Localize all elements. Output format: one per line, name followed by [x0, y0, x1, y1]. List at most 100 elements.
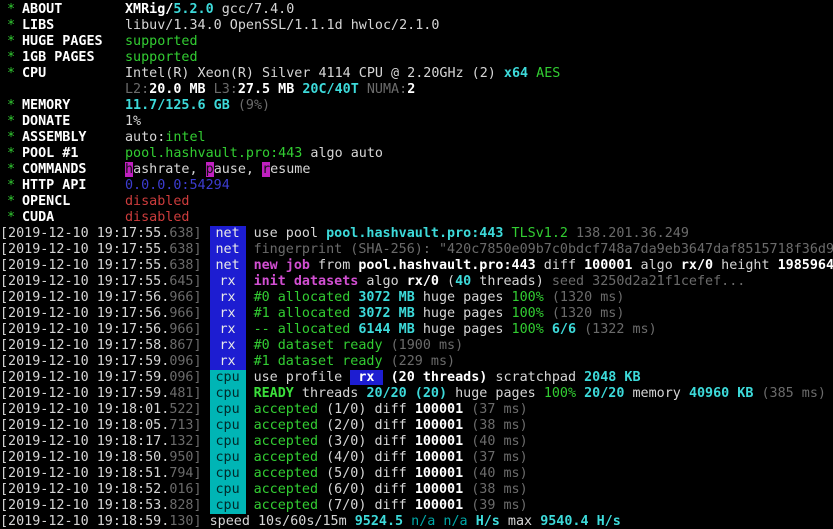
config-bullet: * — [7, 162, 16, 177]
log-line: [2019-12-10 19:17:59.481] cpu READY thread… — [0, 386, 833, 402]
log-message-span: huge pages — [414, 322, 504, 337]
log-timestamp-main: [2019-12-10 19:17:55. — [0, 242, 170, 257]
log-timestamp-ms: 522] — [169, 402, 202, 417]
config-value-span — [528, 66, 536, 81]
log-line: [2019-12-10 19:18:52.016] cpu accepted (6/… — [0, 482, 833, 498]
log-message-span: memory — [624, 386, 689, 401]
config-value-span: h — [125, 162, 134, 177]
log-area: [2019-12-10 19:17:55.638] net use pool poo… — [0, 226, 833, 529]
log-message-span: 3072 MB — [350, 290, 415, 305]
log-line: [2019-12-10 19:17:55.638] net new job from… — [0, 258, 833, 274]
log-tag-badge-cpu: cpu — [209, 402, 246, 418]
log-message-span: 100001 — [584, 258, 633, 273]
config-value-span: 5.2.0 — [173, 2, 214, 17]
log-tag-badge-net: net — [209, 258, 246, 274]
config-value-span: XMRig/ — [125, 2, 174, 17]
log-line: [2019-12-10 19:17:55.638] net use pool poo… — [0, 226, 833, 242]
config-label: ASSEMBLY — [22, 130, 87, 145]
log-line: [2019-12-10 19:17:56.966] rx #1 allocated … — [0, 306, 833, 322]
log-message-span: speed 10s/60s/15m — [201, 514, 355, 529]
log-message-span: pool.hashvault.pro:443 — [358, 258, 536, 273]
log-timestamp-main: [2019-12-10 19:17:56. — [0, 322, 170, 337]
log-timestamp-ms: 950] — [169, 450, 202, 465]
log-timestamp-main: [2019-12-10 19:17:55. — [0, 226, 170, 241]
config-bullet: * — [7, 18, 16, 33]
log-timestamp: [2019-12-10 19:17:56.966] — [0, 322, 202, 337]
log-tag-badge-cpu: cpu — [209, 434, 246, 450]
log-message-span: accepted — [253, 418, 319, 433]
log-timestamp-ms: 966] — [169, 306, 202, 321]
log-message-span: 20/20 (20) — [366, 386, 448, 401]
log-tag-badge-cpu: cpu — [209, 498, 246, 514]
log-message-span: 100% — [543, 386, 577, 401]
log-timestamp: [2019-12-10 19:17:58.867] — [0, 338, 202, 353]
log-message-span: 100% — [503, 322, 544, 337]
config-value-span: Intel(R) Xeon(R) Silver 4114 CPU @ 2.20G… — [125, 66, 504, 81]
log-timestamp: [2019-12-10 19:18:59.130] — [0, 514, 202, 529]
log-message-span: 100001 — [414, 434, 464, 449]
config-value-span: esume — [270, 162, 311, 177]
config-row: * OPENCL disabled — [0, 194, 833, 210]
log-message-span: 2048 KB — [584, 370, 641, 385]
log-message-span: scratchpad — [487, 370, 585, 385]
log-timestamp-main: [2019-12-10 19:18:51. — [0, 466, 170, 481]
config-bullet: * — [7, 34, 16, 49]
config-label: OPENCL — [22, 194, 71, 209]
config-value-span: AES — [536, 66, 561, 81]
log-timestamp-main: [2019-12-10 19:18:50. — [0, 450, 170, 465]
log-message-span: 100001 — [414, 498, 464, 513]
log-timestamp-ms: 096] — [169, 370, 202, 385]
config-value-span: 0.0.0.0:54294 — [125, 178, 230, 193]
log-timestamp: [2019-12-10 19:17:59.096] — [0, 370, 202, 385]
config-row: * ABOUT XMRig/5.2.0 gcc/7.4.0 — [0, 2, 833, 18]
log-message-span: (1322 ms) — [576, 322, 657, 337]
log-message-span: 100001 — [414, 418, 464, 433]
log-message-span: 40 — [455, 274, 472, 289]
log-tag-badge-cpu: cpu — [209, 482, 246, 498]
log-message-span: rx — [350, 370, 383, 385]
log-timestamp: [2019-12-10 19:17:56.966] — [0, 290, 202, 305]
config-row: * POOL #1 pool.hashvault.pro:443 algo auto — [0, 146, 833, 162]
log-message-span: 100001 — [414, 450, 464, 465]
log-message-span: (6/0) diff — [318, 482, 415, 497]
log-tag-badge-cpu: cpu — [209, 466, 246, 482]
log-message-span: height — [713, 258, 778, 273]
config-value-span: supported — [125, 34, 198, 49]
log-line: [2019-12-10 19:17:59.096] rx #1 dataset re… — [0, 354, 833, 370]
log-timestamp: [2019-12-10 19:17:59.096] — [0, 354, 202, 369]
config-row: * CPU Intel(R) Xeon(R) Silver 4114 CPU @ 2… — [0, 66, 833, 82]
log-message-span: (229 ms) — [382, 354, 456, 369]
log-timestamp-main: [2019-12-10 19:18:59. — [0, 514, 170, 529]
log-message-span: (3/0) diff — [318, 434, 415, 449]
log-message-span: (39 ms) — [463, 498, 528, 513]
log-message-span: (1/0) diff — [318, 402, 415, 417]
log-timestamp: [2019-12-10 19:17:56.966] — [0, 306, 202, 321]
log-tag-badge-rx: rx — [209, 322, 246, 338]
log-message-span: pool.hashvault.pro:443 — [326, 226, 504, 241]
config-row: * COMMANDS hashrate, pause, resume — [0, 162, 833, 178]
log-message-span: rx/0 — [680, 258, 714, 273]
log-message-span: (5/0) diff — [318, 466, 415, 481]
log-timestamp-main: [2019-12-10 19:17:59. — [0, 370, 170, 385]
config-value-span: L3: — [205, 82, 238, 97]
config-value-span: disabled — [125, 194, 190, 209]
log-message-span: 20/20 — [576, 386, 625, 401]
log-tag-badge-rx: rx — [209, 274, 246, 290]
log-message-span: n/a n/a — [403, 514, 476, 529]
config-value-span: 1% — [125, 114, 142, 129]
config-value-span: libuv/1.34.0 OpenSSL/1.1.1d hwloc/2.1.0 — [125, 18, 440, 33]
log-message-span: (385 ms) — [753, 386, 826, 401]
config-value-span: intel — [165, 130, 206, 145]
config-row: * ASSEMBLY auto:intel — [0, 130, 833, 146]
log-message-span: init datasets — [253, 274, 359, 289]
log-line: [2019-12-10 19:17:56.966] rx #0 allocated … — [0, 290, 833, 306]
config-value-span: NUMA: — [358, 82, 408, 97]
log-timestamp: [2019-12-10 19:17:59.481] — [0, 386, 202, 401]
log-timestamp: [2019-12-10 19:17:55.645] — [0, 274, 202, 289]
config-label: HUGE PAGES — [22, 34, 103, 49]
log-message-span: huge pages — [447, 386, 544, 401]
log-timestamp-main: [2019-12-10 19:18:53. — [0, 498, 170, 513]
config-value-span: 11.7/125.6 GB — [125, 98, 230, 113]
log-message-span: accepted — [253, 498, 319, 513]
